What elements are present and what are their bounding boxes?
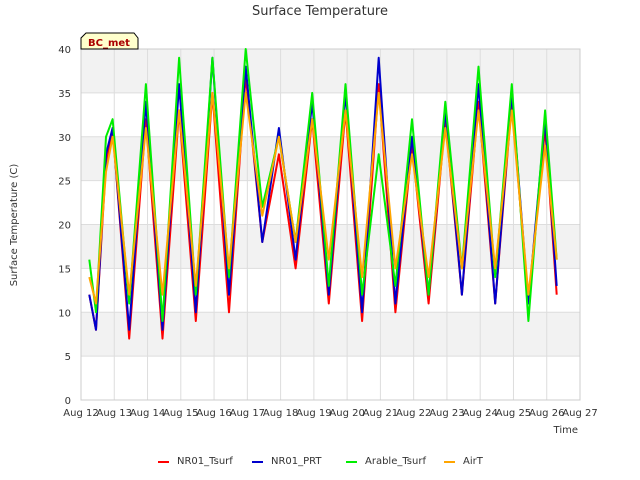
- plot-background-bands: [81, 49, 580, 400]
- y-tick-label: 40: [58, 45, 71, 56]
- x-tick-label: Aug 18: [263, 408, 298, 419]
- y-tick-label: 30: [58, 133, 71, 144]
- y-tick-label: 20: [58, 221, 71, 232]
- series-line-arable_tsurf: [88, 48, 558, 322]
- badge-shape: [80, 32, 139, 50]
- y-tick-label: 5: [65, 352, 71, 363]
- x-tick-label: Aug 19: [296, 408, 331, 419]
- x-tick-label: Aug 20: [329, 408, 364, 419]
- x-tick-label: Aug 13: [97, 408, 132, 419]
- plot-band: [81, 312, 580, 357]
- x-tick-label: Aug 17: [230, 408, 265, 419]
- legend-label: NR01_Tsurf: [177, 456, 233, 467]
- x-tick-label: Aug 21: [363, 408, 398, 419]
- x-axis-title: Time: [553, 425, 578, 436]
- y-tick-label: 0: [65, 396, 71, 407]
- x-tick-label: Aug 25: [496, 408, 531, 419]
- plot-band: [81, 180, 580, 225]
- series-line-airt: [88, 91, 558, 305]
- series-layer: [88, 48, 558, 340]
- x-tick-label: Aug 26: [529, 408, 564, 419]
- x-tick-label: Aug 22: [396, 408, 431, 419]
- legend-label: Arable_Tsurf: [365, 456, 426, 467]
- plot-band: [81, 356, 580, 400]
- chart-title: Surface Temperature: [252, 4, 388, 19]
- y-tick-label: 25: [58, 177, 71, 188]
- legend: NR01_Tsurf NR01_PRT Arable_Tsurf AirT: [158, 456, 484, 467]
- plot-frame: [80, 48, 581, 401]
- y-axis-ticks: 0 5 10 15 20 25 30 35 40: [58, 45, 71, 407]
- y-tick-label: 35: [58, 89, 71, 100]
- x-tick-label: Aug 16: [196, 408, 231, 419]
- plot-band: [81, 92, 580, 137]
- x-tick-label: Aug 15: [163, 408, 198, 419]
- x-tick-label: Aug 27: [562, 408, 597, 419]
- plot-band: [81, 49, 580, 93]
- y-tick-label: 15: [58, 264, 71, 275]
- badge-label: BC_met: [88, 38, 130, 49]
- x-tick-label: Aug 14: [130, 408, 165, 419]
- x-tick-label: Aug 24: [462, 408, 497, 419]
- badge: BC_met: [80, 32, 139, 50]
- y-axis-title: Surface Temperature (C): [9, 164, 20, 287]
- y-tick-label: 10: [58, 308, 71, 319]
- legend-label: AirT: [463, 456, 484, 467]
- legend-label: NR01_PRT: [271, 456, 322, 467]
- x-tick-label: Aug 12: [63, 408, 98, 419]
- x-tick-label: Aug 23: [429, 408, 464, 419]
- plot-band: [81, 136, 580, 181]
